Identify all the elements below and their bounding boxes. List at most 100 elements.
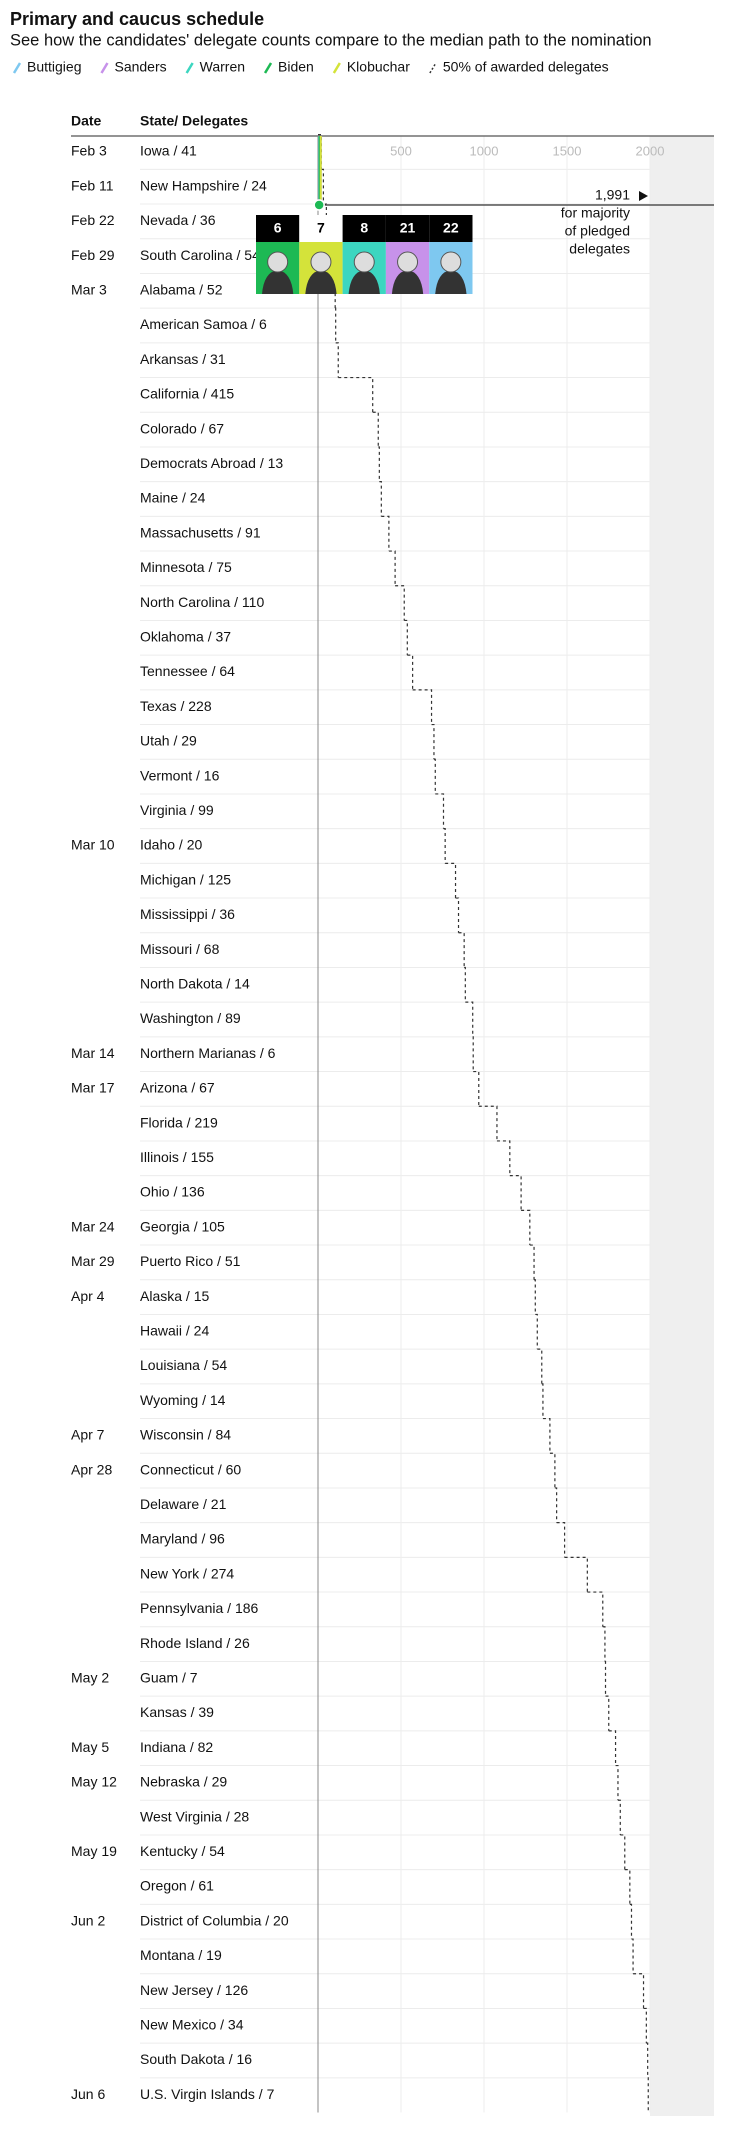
median-step	[464, 966, 466, 1003]
state-label: Texas / 228	[140, 698, 212, 714]
median-step	[631, 1938, 634, 1974]
median-step	[509, 1175, 522, 1211]
state-label: Arizona / 67	[140, 1080, 215, 1096]
tooltip-value: 7	[317, 220, 325, 236]
legend-swatch	[263, 62, 273, 74]
date-label: Apr 28	[71, 1461, 112, 1477]
legend-swatch	[332, 62, 341, 74]
median-step	[534, 1279, 536, 1315]
legend-swatch	[185, 62, 194, 74]
median-step	[407, 654, 414, 690]
state-label: Oregon / 61	[140, 1878, 214, 1894]
date-label: Mar 29	[71, 1253, 115, 1269]
median-step	[335, 342, 339, 378]
x-tick-label: 2000	[636, 143, 665, 158]
median-step	[473, 1070, 480, 1107]
state-label: Virginia / 99	[140, 802, 214, 818]
title: Primary and caucus schedule	[10, 9, 264, 29]
state-label: Northern Marianas / 6	[140, 1045, 276, 1061]
tooltip: 6 7 8 21 22	[256, 215, 473, 294]
state-label: Kansas / 39	[140, 1704, 214, 1720]
date-label: Apr 7	[71, 1427, 105, 1443]
median-step	[647, 2077, 649, 2113]
state-label: Nevada / 36	[140, 212, 216, 228]
date-label: Feb 3	[71, 143, 107, 159]
state-label: Guam / 7	[140, 1670, 198, 1686]
state-label: Vermont / 16	[140, 767, 220, 783]
state-label: South Carolina / 54	[140, 247, 260, 263]
median-step	[605, 1695, 610, 1731]
portrait	[391, 270, 424, 294]
state-label: New York / 274	[140, 1565, 234, 1581]
date-label: Jun 6	[71, 2086, 105, 2102]
state-label: Hawaii / 24	[140, 1323, 209, 1339]
legend-label: Buttigieg	[27, 59, 81, 75]
x-tick-label: 500	[390, 143, 412, 158]
median-step	[443, 828, 446, 864]
state-label: Ohio / 136	[140, 1184, 205, 1200]
date-label: Jun 2	[71, 1912, 105, 1928]
state-label: Georgia / 105	[140, 1218, 225, 1234]
date-label: Mar 24	[71, 1218, 115, 1234]
median-step	[629, 1903, 633, 1940]
median-step	[395, 585, 405, 621]
portrait	[262, 270, 294, 294]
state-label: Massachusetts / 91	[140, 524, 261, 540]
threshold-note: delegates	[569, 241, 630, 257]
tooltip-header-cell	[256, 215, 300, 242]
state-label: California / 415	[140, 386, 234, 402]
state-label: Maine / 24	[140, 490, 206, 506]
portrait	[435, 270, 467, 294]
median-step	[604, 1660, 607, 1697]
column-header: State/ Delegates	[140, 113, 248, 129]
threshold-note: of pledged	[565, 223, 630, 239]
state-label: Michigan / 125	[140, 871, 231, 887]
subtitle: See how the candidates' delegate counts …	[10, 31, 652, 49]
median-step	[338, 376, 374, 413]
state-label: Louisiana / 54	[140, 1357, 227, 1373]
median-step	[615, 1764, 619, 1801]
median-step	[624, 1869, 631, 1905]
date-label: Mar 10	[71, 837, 115, 853]
portrait	[310, 251, 332, 273]
legend-label: Warren	[200, 59, 245, 75]
state-label: Connecticut / 60	[140, 1461, 241, 1477]
median-step	[321, 168, 324, 205]
state-label: North Carolina / 110	[140, 594, 264, 610]
date-label: Mar 14	[71, 1045, 115, 1061]
date-label: May 12	[71, 1774, 117, 1790]
median-step	[542, 1417, 551, 1454]
state-label: Florida / 219	[140, 1114, 218, 1130]
tooltip-value: 21	[400, 220, 416, 236]
state-label: Maryland / 96	[140, 1531, 225, 1547]
median-step	[388, 550, 396, 586]
state-label: Arkansas / 31	[140, 351, 226, 367]
state-label: Rhode Island / 26	[140, 1635, 250, 1651]
date-label: Feb 22	[71, 212, 115, 228]
tooltip-header-cell	[342, 215, 386, 242]
median-step	[620, 1834, 626, 1870]
state-label: Democrats Abroad / 13	[140, 455, 283, 471]
state-label: North Dakota / 14	[140, 976, 250, 992]
median-step	[435, 793, 445, 829]
legend-swatch	[429, 62, 437, 74]
state-label: Missouri / 68	[140, 941, 220, 957]
state-label: South Dakota / 16	[140, 2051, 252, 2067]
date-label: Feb 29	[71, 247, 115, 263]
median-step	[556, 1522, 566, 1558]
state-label: Oklahoma / 37	[140, 629, 231, 645]
median-step	[564, 1556, 588, 1593]
median-step	[617, 1799, 621, 1835]
state-label: Illinois / 155	[140, 1149, 214, 1165]
legend-label: Klobuchar	[347, 59, 410, 75]
state-label: Washington / 89	[140, 1010, 241, 1026]
legend-swatch	[100, 62, 109, 74]
median-step	[478, 1105, 498, 1141]
state-label: Wyoming / 14	[140, 1392, 226, 1408]
portrait	[397, 251, 419, 273]
state-label: Minnesota / 75	[140, 559, 232, 575]
median-step	[529, 1244, 535, 1280]
median-step	[521, 1209, 531, 1246]
threshold-arrow	[639, 191, 648, 201]
